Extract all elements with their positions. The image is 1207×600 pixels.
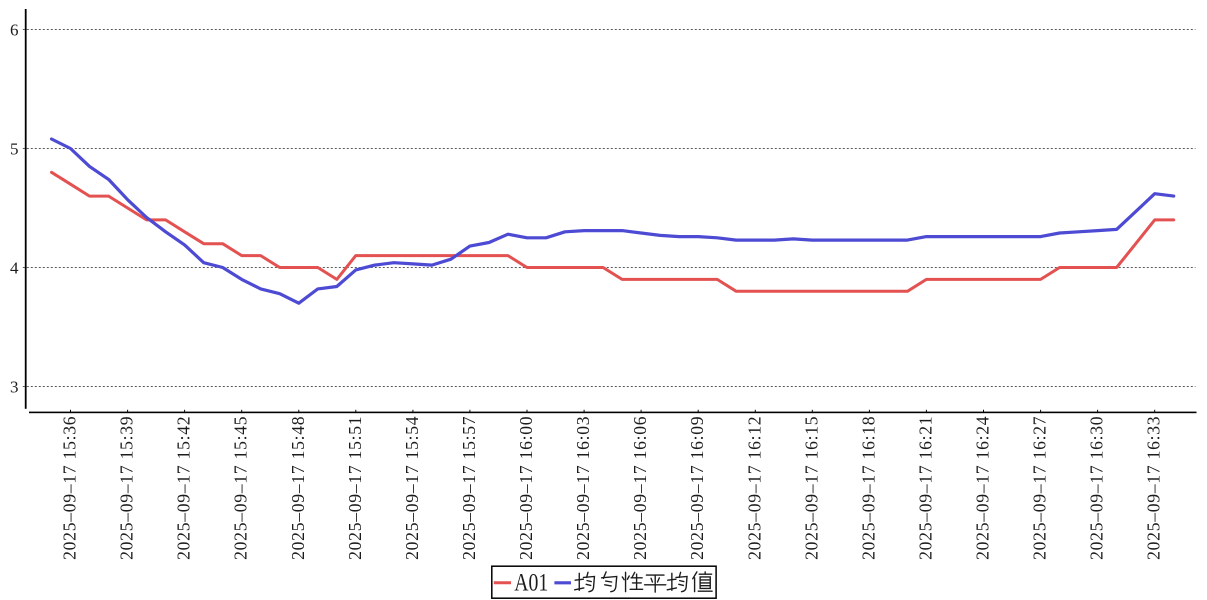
svg-text:2025–09–17 16:33: 2025–09–17 16:33 bbox=[1144, 416, 1164, 560]
svg-text:A01: A01 bbox=[514, 570, 548, 597]
svg-text:2025–09–17 16:18: 2025–09–17 16:18 bbox=[858, 416, 878, 560]
svg-text:2025–09–17 15:51: 2025–09–17 15:51 bbox=[345, 416, 365, 560]
svg-text:2025–09–17 15:42: 2025–09–17 15:42 bbox=[174, 416, 194, 560]
svg-text:2025–09–17 16:12: 2025–09–17 16:12 bbox=[744, 416, 764, 560]
svg-text:2025–09–17 16:21: 2025–09–17 16:21 bbox=[915, 416, 935, 560]
svg-text:2025–09–17 16:27: 2025–09–17 16:27 bbox=[1030, 416, 1050, 560]
svg-text:2025–09–17 16:09: 2025–09–17 16:09 bbox=[687, 416, 707, 560]
svg-text:2025–09–17 15:39: 2025–09–17 15:39 bbox=[117, 416, 137, 560]
svg-text:3: 3 bbox=[10, 377, 19, 396]
svg-text:2025–09–17 16:15: 2025–09–17 16:15 bbox=[801, 416, 821, 560]
svg-text:4: 4 bbox=[10, 258, 19, 277]
svg-text:2025–09–17 16:06: 2025–09–17 16:06 bbox=[630, 416, 650, 560]
svg-text:2025–09–17 16:30: 2025–09–17 16:30 bbox=[1087, 416, 1107, 560]
svg-text:6: 6 bbox=[10, 20, 19, 39]
svg-text:2025–09–17 16:03: 2025–09–17 16:03 bbox=[573, 416, 593, 560]
svg-text:2025–09–17 15:48: 2025–09–17 15:48 bbox=[288, 416, 308, 560]
svg-text:5: 5 bbox=[10, 139, 19, 158]
svg-text:2025–09–17 15:57: 2025–09–17 15:57 bbox=[459, 416, 479, 560]
svg-text:2025–09–17 15:36: 2025–09–17 15:36 bbox=[60, 416, 80, 560]
svg-text:2025–09–17 16:00: 2025–09–17 16:00 bbox=[516, 416, 536, 560]
svg-text:2025–09–17 15:45: 2025–09–17 15:45 bbox=[231, 416, 251, 560]
svg-text:2025–09–17 16:24: 2025–09–17 16:24 bbox=[973, 416, 993, 560]
svg-text:2025–09–17 15:54: 2025–09–17 15:54 bbox=[402, 416, 422, 560]
